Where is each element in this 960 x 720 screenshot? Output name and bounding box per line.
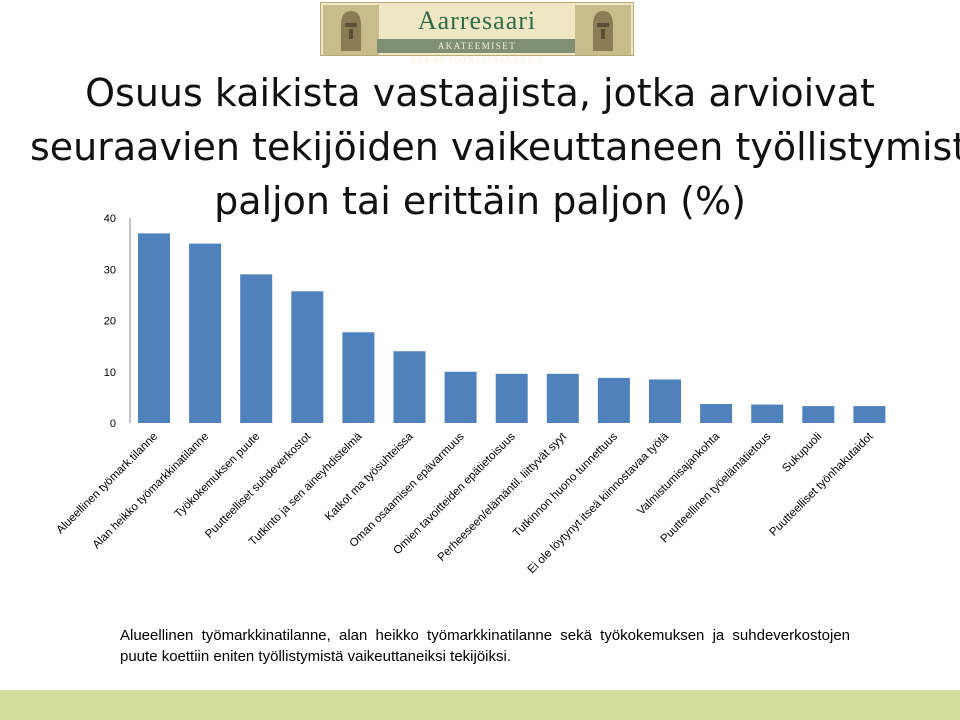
bar xyxy=(138,233,170,423)
x-category-label: Alueellinen työmark.tilanne xyxy=(54,431,160,537)
y-tick-label: 0 xyxy=(110,418,116,430)
bar xyxy=(444,371,477,423)
x-category-label: Katkot ma työsuhteissa xyxy=(323,430,416,523)
bar xyxy=(240,274,273,423)
bar xyxy=(802,406,835,423)
bar xyxy=(291,291,324,423)
logo-name: Aarresaari xyxy=(417,6,537,35)
x-category-label: Puutteelliset työnhakutaidot xyxy=(768,430,877,539)
bar xyxy=(495,373,528,423)
bar xyxy=(393,351,426,423)
x-category-label: Työkokemuksen puute xyxy=(172,431,262,521)
logo-tagline: AKATEEMISET REKRYTOINTIPALVELUT xyxy=(377,39,577,65)
x-category-label: Valmistumisajankohta xyxy=(635,430,722,517)
x-category-label: Puutteellinen työelämätietous xyxy=(659,430,774,545)
footer-bar xyxy=(0,690,960,720)
chart-caption: Alueellinen työmarkkinatilanne, alan hei… xyxy=(120,627,850,665)
bar xyxy=(189,243,222,423)
y-tick-label: 40 xyxy=(104,213,116,225)
y-tick-label: 10 xyxy=(104,367,116,379)
page-title: Osuus kaikista vastaajista, jotka arvioi… xyxy=(30,66,960,228)
x-category-label: Puutteelliset suhdeverkostot xyxy=(203,430,314,541)
x-category-label: Tutkinnon huono tunnettuus xyxy=(511,430,620,539)
bar xyxy=(597,377,630,423)
x-category-label: Sukupuoli xyxy=(780,431,824,475)
statue-right-icon xyxy=(575,5,631,55)
y-tick-label: 30 xyxy=(104,264,116,276)
aarresaari-logo: Aarresaari AKATEEMISET REKRYTOINTIPALVEL… xyxy=(320,2,634,65)
bar xyxy=(751,404,784,423)
bar xyxy=(649,379,681,423)
y-tick-label: 20 xyxy=(104,316,116,328)
statue-left-icon xyxy=(323,5,379,55)
title-line-2: seuraavien tekijöiden vaikeuttaneen työl… xyxy=(30,125,960,169)
title-line-3: paljon tai erittäin paljon (%) xyxy=(214,179,746,223)
bar xyxy=(546,373,579,423)
bar xyxy=(700,404,733,423)
title-line-1: Osuus kaikista vastaajista, jotka arvioi… xyxy=(85,71,875,115)
bar xyxy=(342,332,375,423)
bar xyxy=(853,406,886,423)
